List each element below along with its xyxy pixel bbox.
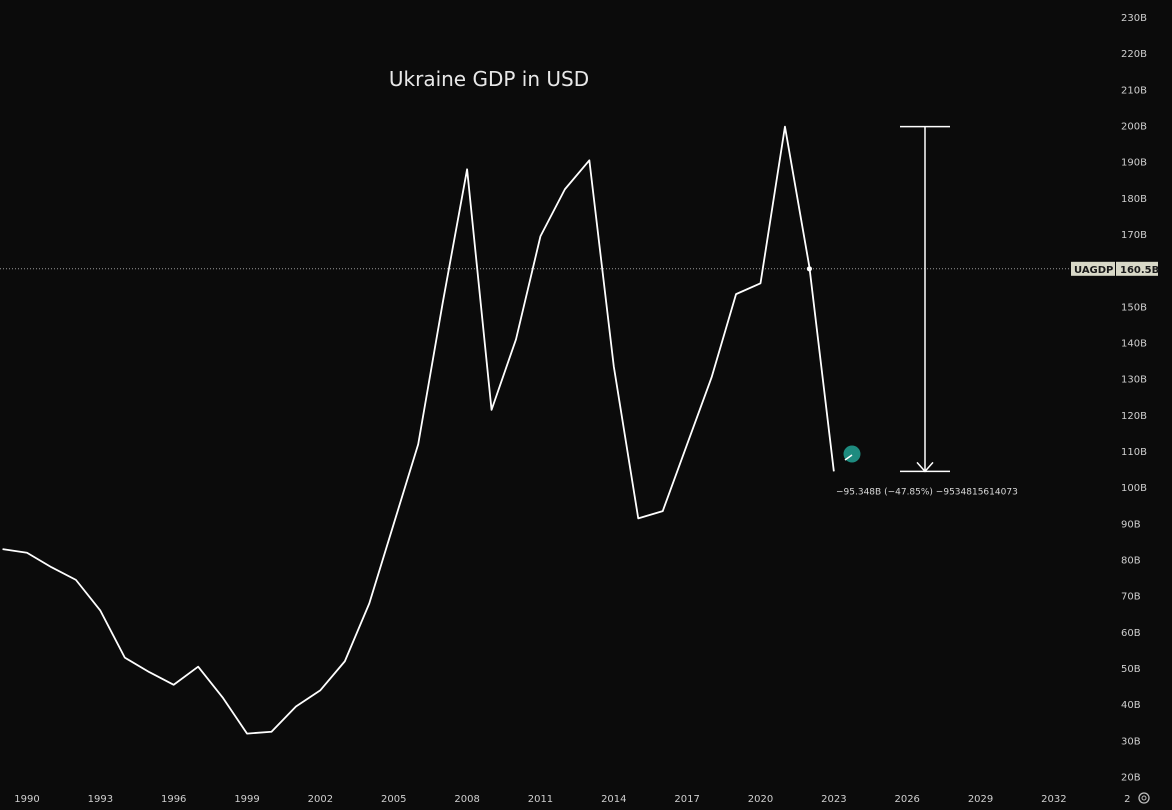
y-tick-label: 110B [1121, 447, 1147, 458]
y-tick-label: 130B [1121, 375, 1147, 386]
x-tick-label: 2 [1124, 794, 1130, 805]
y-tick-label: 200B [1121, 121, 1147, 132]
measure-tool[interactable]: −95.348B (−47.85%) −95348156140​73 [836, 125, 1018, 498]
y-tick-label: 30B [1121, 736, 1141, 747]
x-tick-label: 1999 [234, 794, 259, 805]
x-tick-label: 2020 [748, 794, 773, 805]
drawing-handle-stroke [844, 454, 853, 461]
x-tick-label: 2014 [601, 794, 626, 805]
x-tick-label: 1993 [88, 794, 113, 805]
x-tick-label: 2029 [968, 794, 993, 805]
series-ukraine-gdp[interactable] [2, 125, 835, 735]
y-tick-label: 230B [1121, 13, 1147, 24]
x-tick-label: 2026 [894, 794, 919, 805]
badge-symbol: UAGDP [1074, 265, 1113, 276]
y-tick-label: 50B [1121, 664, 1141, 675]
x-tick-label: 2032 [1041, 794, 1066, 805]
y-tick-label: 150B [1121, 302, 1147, 313]
y-axis[interactable]: 20B 30B 40B 50B 60B 70B 80B 90B 100B 110B 120B 130B… [1121, 13, 1147, 784]
badge-symbol-bg [1071, 261, 1115, 276]
x-tick-label: 2008 [454, 794, 479, 805]
settings-gear-icon[interactable] [1138, 792, 1150, 804]
y-tick-label: 70B [1121, 592, 1141, 603]
chart-title: Ukraine GDP in USD [389, 67, 589, 91]
y-tick-label: 170B [1121, 230, 1147, 241]
measure-arrowhead [916, 461, 934, 473]
y-tick-label: 20B [1121, 773, 1141, 784]
x-tick-label: 2011 [528, 794, 553, 805]
last-value-badge: UAGDP 160.5B [1071, 261, 1159, 276]
x-tick-label: 2023 [821, 794, 846, 805]
y-tick-label: 40B [1121, 700, 1141, 711]
x-tick-label: 2017 [674, 794, 699, 805]
x-tick-label: 1990 [14, 794, 39, 805]
y-tick-label: 210B [1121, 85, 1147, 96]
y-tick-label: 180B [1121, 194, 1147, 205]
y-tick-label: 90B [1121, 519, 1141, 530]
y-tick-label: 220B [1121, 49, 1147, 60]
y-tick-label: 100B [1121, 483, 1147, 494]
x-tick-label: 2005 [381, 794, 406, 805]
y-tick-label: 190B [1121, 158, 1147, 169]
badge-value-bg [1116, 261, 1158, 276]
series-line[interactable] [2, 125, 835, 735]
y-tick-label: 140B [1121, 338, 1147, 349]
badge-value: 160.5B [1120, 265, 1159, 276]
x-tick-label: 1996 [161, 794, 186, 805]
measure-label: −95.348B (−47.85%) −95348156140​73 [836, 487, 1018, 497]
x-tick-label: 2002 [308, 794, 333, 805]
y-tick-label: 120B [1121, 411, 1147, 422]
last-value-marker [806, 266, 813, 272]
y-tick-label: 80B [1121, 555, 1141, 566]
x-axis[interactable]: 1990 1993 1996 1999 2002 2005 2008 2011 2014 2017… [14, 794, 1130, 805]
y-tick-label: 60B [1121, 628, 1141, 639]
